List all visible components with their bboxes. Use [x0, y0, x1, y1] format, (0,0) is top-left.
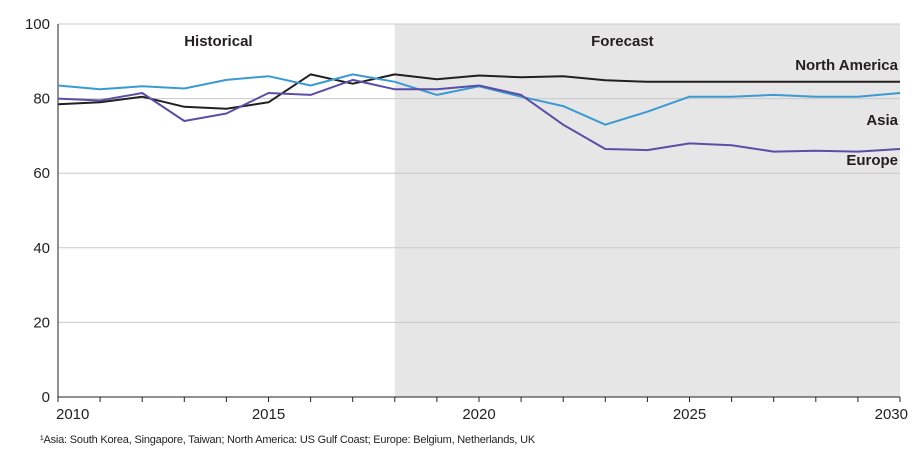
series-label: Asia	[866, 112, 898, 129]
y-tick-label: 60	[33, 165, 50, 182]
footnote: ¹Asia: South Korea, Singapore, Taiwan; N…	[40, 434, 536, 446]
series-line	[57, 73, 900, 110]
y-tick-label: 20	[33, 314, 50, 331]
region-label: Historical	[184, 33, 252, 50]
x-tick-label: 2010	[56, 406, 89, 423]
forecast-region	[394, 24, 900, 397]
x-tick-label: 2020	[462, 406, 495, 423]
y-tick-label: 40	[33, 240, 50, 257]
chart: 0 20 40 60 80 100 2010 2015 2020 2025 2030 Historic…	[25, 16, 908, 423]
series-line	[57, 78, 901, 153]
y-tick-label: 0	[42, 389, 50, 406]
region-label: Forecast	[591, 33, 654, 50]
x-tick-label: 2015	[252, 406, 285, 423]
y-tick-label: 100	[25, 16, 50, 33]
x-tick-label: 2030	[875, 406, 908, 423]
series-label: North America	[795, 57, 898, 74]
series-label: Europe	[846, 152, 898, 169]
y-tick-label: 80	[33, 91, 50, 108]
x-tick-label: 2025	[673, 406, 706, 423]
